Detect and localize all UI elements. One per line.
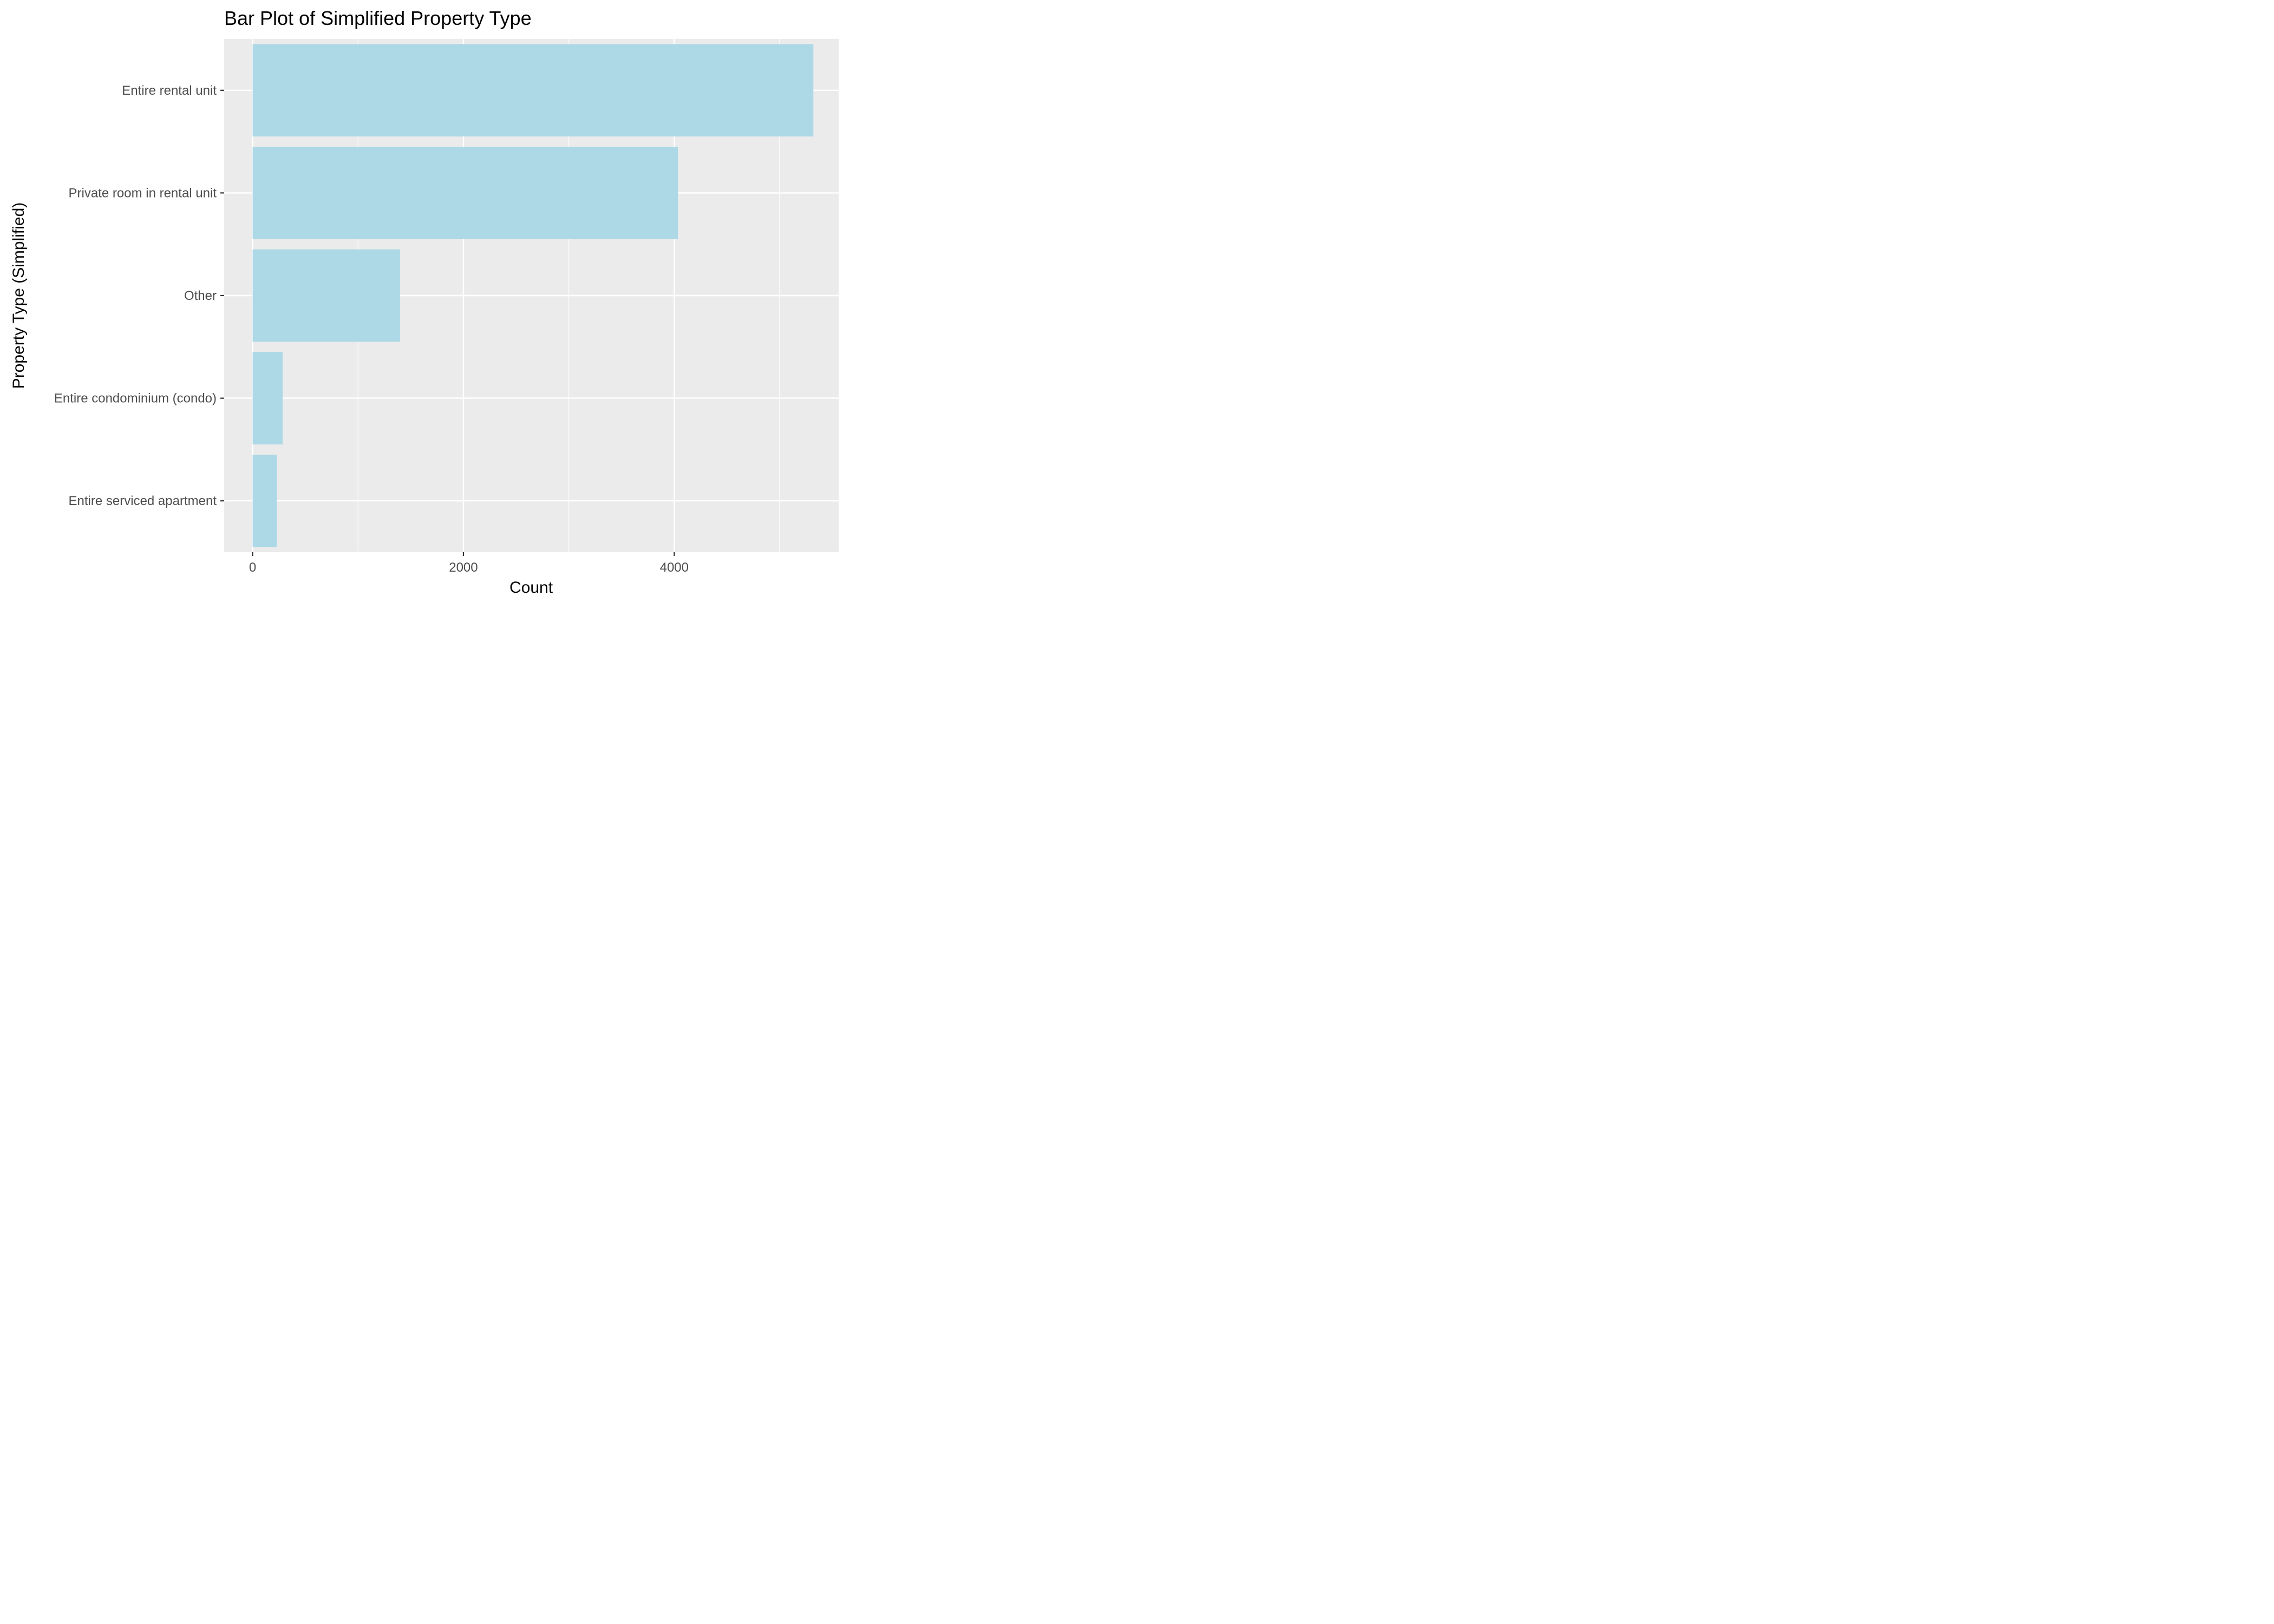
y-tick-label-2: Other bbox=[184, 289, 217, 303]
bar-3 bbox=[252, 352, 283, 444]
x-axis: 0 2000 4000 bbox=[249, 552, 689, 575]
y-axis-title: Property Type (Simplified) bbox=[10, 202, 28, 389]
bar-2 bbox=[252, 249, 401, 342]
bar-1 bbox=[252, 147, 678, 239]
y-tick-label-3: Entire condominium (condo) bbox=[54, 391, 217, 406]
bar-0 bbox=[252, 44, 814, 137]
x-tick-label-0: 0 bbox=[249, 560, 256, 575]
y-tick-label-0: Entire rental unit bbox=[122, 83, 217, 98]
y-axis: Entire rental unit Private room in rental… bbox=[54, 83, 224, 508]
y-tick-label-4: Entire serviced apartment bbox=[69, 494, 217, 508]
x-axis-title: Count bbox=[509, 579, 553, 597]
y-tick-label-1: Private room in rental unit bbox=[69, 186, 217, 200]
bar-chart: Bar Plot of Simplified Property Type Ent… bbox=[10, 7, 839, 597]
bar-4 bbox=[252, 454, 277, 547]
x-tick-label-2: 4000 bbox=[660, 560, 689, 575]
chart-title: Bar Plot of Simplified Property Type bbox=[224, 7, 532, 29]
x-tick-label-1: 2000 bbox=[449, 560, 478, 575]
chart-container: Bar Plot of Simplified Property Type Ent… bbox=[0, 0, 845, 603]
bars bbox=[252, 44, 814, 547]
